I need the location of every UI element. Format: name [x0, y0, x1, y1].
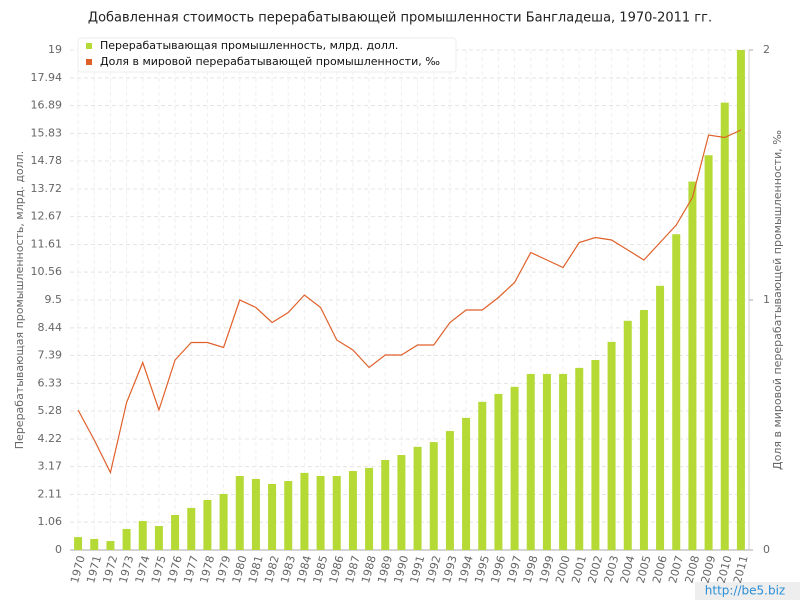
- watermark-bg: [695, 582, 800, 600]
- bar: [445, 431, 454, 550]
- bar: [187, 507, 196, 550]
- bar: [300, 472, 309, 550]
- legend-label: Перерабатывающая промышленность, млрд. д…: [100, 39, 398, 52]
- legend-label: Доля в мировой перерабатывающей промышле…: [100, 55, 440, 68]
- y2-tick-label: 0: [763, 543, 770, 556]
- y-tick-label: 16.89: [31, 99, 63, 112]
- bar: [704, 155, 713, 550]
- bar: [268, 483, 277, 550]
- bar: [736, 50, 745, 550]
- y-tick-label: 11.61: [31, 237, 63, 250]
- bar: [542, 373, 551, 550]
- y-tick-label: 9.5: [45, 293, 63, 306]
- bar: [526, 373, 535, 550]
- bar: [413, 446, 422, 550]
- y-tick-label: 13.72: [31, 182, 63, 195]
- bar: [559, 373, 568, 550]
- y-axis-label: Перерабатывающая промышленность, млрд. д…: [13, 151, 26, 449]
- y-tick-label: 19: [48, 43, 62, 56]
- y2-tick-label: 2: [763, 43, 770, 56]
- watermark: http://be5.biz: [705, 584, 785, 598]
- bar: [171, 515, 180, 550]
- legend-swatch: [86, 43, 92, 49]
- legend-box: [77, 37, 457, 73]
- y-tick-label: 6.33: [38, 376, 63, 389]
- y-tick-label: 3.17: [38, 460, 63, 473]
- bar: [365, 467, 374, 550]
- bar: [203, 500, 212, 550]
- bar: [74, 537, 83, 550]
- bar: [381, 460, 390, 550]
- y-tick-label: 2.11: [38, 487, 63, 500]
- chart-title: Добавленная стоимость перерабатывающей п…: [88, 11, 712, 26]
- bar: [623, 320, 632, 550]
- bar: [251, 478, 260, 550]
- y-tick-label: 14.78: [31, 154, 63, 167]
- legend: Перерабатывающая промышленность, млрд. д…: [77, 37, 457, 73]
- bar: [607, 341, 616, 550]
- bar: [639, 310, 648, 550]
- y2-axis-label: Доля в мировой перерабатывающей промышле…: [771, 130, 784, 470]
- bar: [510, 386, 519, 550]
- bar: [720, 102, 729, 550]
- y-tick-label: 8.44: [38, 321, 63, 334]
- bar: [106, 541, 115, 550]
- y-tick-label: 12.67: [31, 210, 63, 223]
- bar: [235, 476, 244, 550]
- bar: [90, 538, 99, 550]
- bar: [688, 181, 697, 550]
- bar: [591, 360, 600, 550]
- bar: [219, 493, 228, 550]
- bar: [462, 417, 471, 550]
- y-tick-label: 10.56: [31, 265, 63, 278]
- line: [77, 129, 742, 475]
- bar: [397, 455, 406, 550]
- bar: [672, 234, 681, 551]
- bar: [332, 476, 341, 550]
- y2-tick-label: 1: [763, 293, 770, 306]
- legend-swatch: [86, 59, 92, 65]
- bar: [138, 521, 147, 550]
- y-tick-label: 17.94: [31, 71, 63, 84]
- bar: [284, 481, 293, 550]
- bar: [478, 401, 487, 550]
- y-tick-label: 4.22: [38, 432, 63, 445]
- y-tick-label: 5.28: [38, 404, 63, 417]
- bar: [494, 393, 503, 550]
- bar: [429, 442, 438, 550]
- bar: [316, 476, 325, 550]
- y-tick-label: 0: [55, 543, 62, 556]
- bar: [154, 526, 163, 550]
- y-tick-label: 1.06: [38, 515, 63, 528]
- bar: [122, 528, 131, 550]
- bar: [348, 471, 357, 550]
- bar: [575, 367, 584, 550]
- y-tick-label: 7.39: [38, 349, 63, 362]
- bar: [656, 285, 665, 550]
- y-tick-label: 15.83: [31, 126, 63, 139]
